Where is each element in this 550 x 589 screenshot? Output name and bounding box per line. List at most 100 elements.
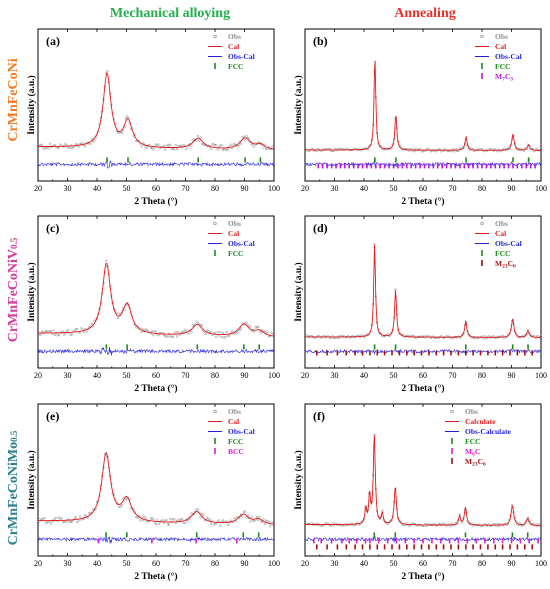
x-tick-label: 60 [152, 184, 160, 193]
x-axis-label: 2 Theta (°) [134, 383, 177, 394]
obs-point [245, 135, 248, 138]
reflection-marker [465, 157, 467, 163]
panel-d: 20 30 40 50 60 70 80 90 100 2 Theta (°) Intensity … [293, 215, 547, 394]
obs-point [70, 333, 74, 336]
x-tick-label: 50 [390, 559, 398, 568]
obs-point [187, 332, 190, 335]
legend-label: FCC [228, 249, 243, 258]
obs-point [203, 143, 206, 147]
reflection-marker [366, 163, 368, 169]
obs-point [90, 322, 93, 325]
x-tick-label: 40 [93, 371, 101, 380]
x-tick-label: 90 [241, 184, 249, 193]
panel-letter: (b) [313, 34, 328, 48]
obs-point [166, 335, 169, 338]
x-tick-label: 80 [211, 371, 219, 380]
obs-point [157, 522, 160, 525]
obs-point [145, 146, 148, 149]
reflection-marker [196, 344, 199, 350]
obs-point [249, 325, 252, 328]
obs-point [381, 509, 384, 512]
obs-point [175, 147, 179, 151]
obs-point [195, 508, 198, 511]
legend-swatch [480, 34, 484, 39]
reflection-marker [345, 350, 348, 356]
legend-swatch [451, 438, 453, 444]
reflection-marker [413, 544, 415, 550]
obs-point [60, 517, 63, 520]
obs-point [272, 524, 276, 528]
reflection-marker [431, 538, 433, 544]
obs-point [74, 328, 78, 331]
obs-point [216, 148, 219, 151]
reflection-marker [509, 544, 511, 550]
legend-label: Obs [228, 32, 241, 41]
reflection-marker [442, 350, 445, 356]
obs-point [135, 326, 138, 329]
obs-point [209, 522, 213, 525]
obs-point [182, 143, 185, 147]
obs-point [68, 520, 71, 524]
panel-e: 20 30 40 50 60 70 80 90 100 2 Theta (°) Intensity … [26, 403, 280, 582]
reflection-marker [528, 538, 530, 544]
legend-swatch [213, 409, 217, 414]
obs-point [47, 147, 50, 150]
reflection-marker [465, 350, 467, 356]
x-tick-label: 20 [301, 559, 309, 568]
obs-point [196, 508, 200, 511]
reflection-marker [537, 538, 539, 544]
legend-swatch [214, 438, 216, 444]
reflection-marker [435, 544, 438, 550]
obs-point [266, 520, 269, 523]
legend-label: Obs-Cal [228, 239, 255, 248]
reflection-marker [330, 163, 333, 169]
reflection-marker [472, 544, 474, 550]
obs-point [124, 117, 127, 120]
obs-point [268, 525, 272, 528]
obs-point [170, 335, 173, 338]
reflection-marker [472, 350, 474, 356]
reflection-marker [481, 163, 483, 169]
x-tick-label: 100 [535, 371, 547, 380]
obs-point [80, 327, 83, 330]
obs-point [169, 143, 172, 146]
obs-point [249, 520, 252, 523]
obs-point [199, 323, 202, 327]
reflection-marker [493, 538, 495, 544]
obs-point [496, 522, 499, 526]
panel-c: 20 30 40 50 60 70 80 90 100 2 Theta (°) Intensity … [26, 215, 280, 394]
panel-letter: (c) [46, 221, 59, 235]
obs-point [204, 332, 207, 336]
obs-point [173, 518, 176, 521]
obs-point [49, 329, 53, 333]
x-tick-label: 100 [535, 559, 547, 568]
reflection-marker [487, 544, 489, 550]
obs-point [84, 513, 87, 517]
obs-point [89, 142, 92, 146]
legend-label: M7C3 [495, 72, 513, 83]
reflection-marker [383, 163, 386, 169]
reflection-marker [516, 163, 519, 169]
reflection-marker [391, 350, 393, 356]
obs-point [67, 328, 70, 332]
obs-point [141, 519, 145, 522]
reflection-marker [126, 344, 128, 350]
panel-letter: (d) [313, 221, 328, 235]
obs-point [116, 131, 120, 134]
legend-label: Obs [228, 219, 241, 228]
obs-point [255, 515, 259, 519]
x-tick-label: 90 [508, 184, 516, 193]
legend-label: M6C [465, 447, 480, 458]
reflection-marker [370, 163, 373, 169]
obs-point [198, 139, 201, 142]
obs-point [150, 146, 154, 150]
reflection-marker [106, 157, 108, 163]
obs-point [40, 143, 44, 146]
legend-swatch [480, 221, 484, 226]
x-tick-label: 90 [241, 559, 249, 568]
reflection-marker [423, 163, 426, 169]
legend-label: M23C6 [495, 259, 516, 270]
obs-point [242, 135, 245, 138]
legend-swatch [214, 448, 216, 454]
